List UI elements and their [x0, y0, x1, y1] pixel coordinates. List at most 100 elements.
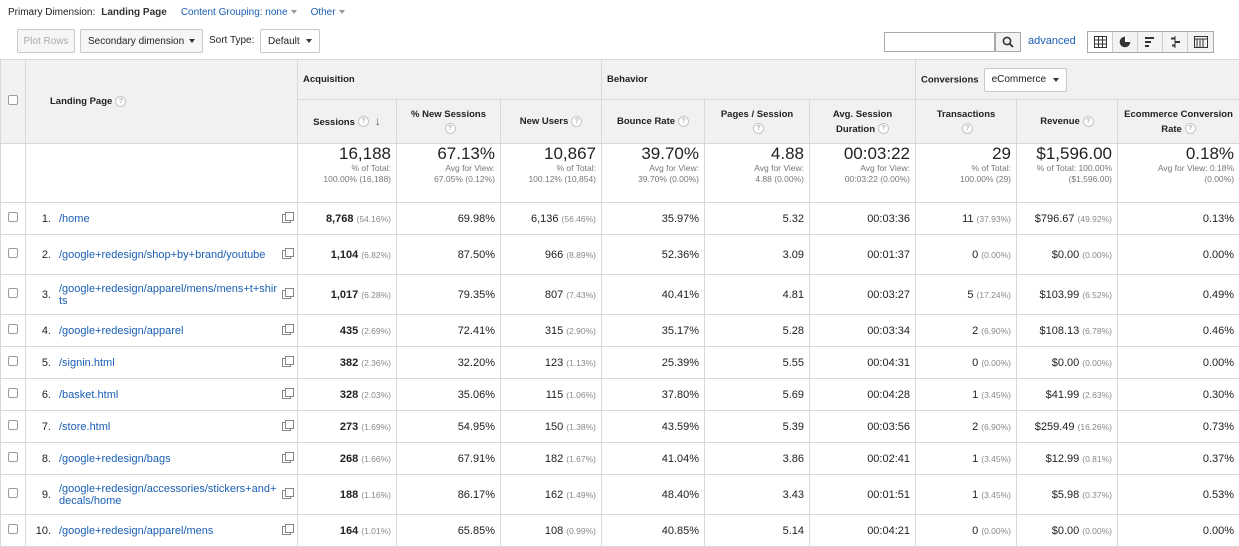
row-checkbox[interactable]	[8, 452, 18, 462]
row-checkbox[interactable]	[8, 248, 18, 258]
pages-per-session-cell: 5.14	[705, 515, 810, 547]
row-checkbox[interactable]	[8, 288, 18, 298]
cell-value: 00:03:27	[867, 289, 910, 301]
transactions-cell: 0(0.00%)	[916, 515, 1017, 547]
row-checkbox[interactable]	[8, 488, 18, 498]
cell-value: 1,104	[331, 249, 359, 261]
landing-page-link[interactable]: /google+redesign/bags	[59, 443, 277, 474]
row-checkbox[interactable]	[8, 420, 18, 430]
search-input[interactable]	[884, 32, 995, 52]
row-checkbox[interactable]	[8, 388, 18, 398]
report-toolbar: Plot Rows Secondary dimension Sort Type:…	[0, 29, 1239, 55]
landing-page-link[interactable]: /google+redesign/apparel/mens	[59, 515, 277, 546]
row-select-cell	[1, 347, 26, 379]
cell-value: $259.49	[1035, 421, 1075, 433]
transactions-header[interactable]: Transactions?	[916, 100, 1017, 144]
performance-view-icon[interactable]	[1138, 32, 1163, 52]
cell-value: 00:03:56	[867, 421, 910, 433]
cell-pct: (0.00%)	[1082, 250, 1112, 260]
help-icon[interactable]: ?	[115, 96, 126, 107]
content-grouping-dropdown[interactable]: Content Grouping: none	[181, 7, 297, 18]
cell-value: 00:04:28	[867, 389, 910, 401]
primary-dimension-landing-page[interactable]: Landing Page	[101, 7, 167, 18]
row-checkbox[interactable]	[8, 324, 18, 334]
bounce-rate-header[interactable]: Bounce Rate?	[602, 100, 705, 144]
external-link-icon[interactable]	[282, 214, 291, 223]
transactions-cell: 2(6.90%)	[916, 411, 1017, 443]
external-link-icon[interactable]	[282, 326, 291, 335]
row-checkbox[interactable]	[8, 212, 18, 222]
secondary-dimension-dropdown[interactable]: Secondary dimension	[80, 29, 203, 53]
total-sub: ($1,596.00)	[1022, 174, 1112, 185]
landing-page-link[interactable]: /google+redesign/shop+by+brand/youtube	[59, 235, 277, 274]
external-link-icon[interactable]	[282, 454, 291, 463]
plot-rows-button[interactable]: Plot Rows	[17, 29, 75, 53]
conversions-goal-dropdown[interactable]: eCommerce	[984, 68, 1067, 92]
external-link-icon[interactable]	[282, 250, 291, 259]
help-icon[interactable]: ?	[962, 123, 973, 134]
pie-view-icon[interactable]	[1113, 32, 1138, 52]
revenue-header[interactable]: Revenue?	[1017, 100, 1118, 144]
external-link-icon[interactable]	[282, 358, 291, 367]
pages-per-session-cell: 5.28	[705, 315, 810, 347]
sessions-header[interactable]: Sessions?↓	[298, 100, 397, 144]
table-view-icon[interactable]	[1088, 32, 1113, 52]
help-icon[interactable]: ?	[445, 123, 456, 134]
total-value: 00:03:22	[815, 144, 910, 163]
landing-page-header[interactable]: Landing Page?	[26, 60, 298, 144]
totals-cell: 39.70%Avg for View:39.70% (0.00%)	[602, 144, 705, 203]
landing-page-link[interactable]: /google+redesign/apparel/mens/mens+t+shi…	[59, 275, 277, 314]
cell-value: 41.04%	[662, 453, 699, 465]
cell-value: 188	[340, 489, 358, 501]
cell-pct: (8.89%)	[566, 250, 596, 260]
row-checkbox[interactable]	[8, 356, 18, 366]
external-link-icon[interactable]	[282, 422, 291, 431]
advanced-filter-link[interactable]: advanced	[1028, 35, 1076, 47]
avg-session-duration-cell: 00:04:28	[810, 379, 916, 411]
cell-value: 25.39%	[662, 357, 699, 369]
help-icon[interactable]: ?	[1083, 116, 1094, 127]
external-link-icon[interactable]	[282, 526, 291, 535]
content-grouping-label: Content Grouping: none	[181, 7, 288, 18]
help-icon[interactable]: ?	[571, 116, 582, 127]
cell-value: 273	[340, 421, 358, 433]
search-button[interactable]	[995, 32, 1021, 52]
landing-page-link[interactable]: /google+redesign/apparel	[59, 315, 277, 346]
landing-page-link[interactable]: /store.html	[59, 411, 277, 442]
external-link-icon[interactable]	[282, 390, 291, 399]
cell-value: 0.00%	[1203, 525, 1234, 537]
cell-pct: (0.00%)	[981, 358, 1011, 368]
ecommerce-conversion-rate-cell: 0.73%	[1118, 411, 1239, 443]
totals-cell: $1,596.00% of Total: 100.00%($1,596.00)	[1017, 144, 1118, 203]
landing-page-link[interactable]: /signin.html	[59, 347, 277, 378]
pages-per-session-header[interactable]: Pages / Session?	[705, 100, 810, 144]
new-sessions-pct-header[interactable]: % New Sessions?	[397, 100, 501, 144]
new-users-header[interactable]: New Users?	[501, 100, 602, 144]
avg-session-duration-header[interactable]: Avg. Session Duration?	[810, 100, 916, 144]
cell-pct: (7.43%)	[566, 290, 596, 300]
landing-page-cell: 2./google+redesign/shop+by+brand/youtube	[26, 235, 298, 275]
external-link-icon[interactable]	[282, 290, 291, 299]
cell-value: 37.80%	[662, 389, 699, 401]
pivot-view-icon[interactable]	[1188, 32, 1213, 52]
cell-pct: (1.38%)	[566, 422, 596, 432]
help-icon[interactable]: ?	[878, 123, 889, 134]
help-icon[interactable]: ?	[358, 116, 369, 127]
sort-type-dropdown[interactable]: Default	[260, 29, 320, 53]
select-all-checkbox[interactable]	[8, 95, 18, 105]
help-icon[interactable]: ?	[753, 123, 764, 134]
help-icon[interactable]: ?	[678, 116, 689, 127]
other-dimension-dropdown[interactable]: Other	[311, 7, 345, 18]
cell-value: 72.41%	[458, 325, 495, 337]
landing-page-link[interactable]: /home	[59, 203, 277, 234]
help-icon[interactable]: ?	[1185, 123, 1196, 134]
column-label: Revenue	[1040, 116, 1080, 127]
comparison-view-icon[interactable]	[1163, 32, 1188, 52]
row-checkbox[interactable]	[8, 524, 18, 534]
external-link-icon[interactable]	[282, 490, 291, 499]
landing-page-link[interactable]: /google+redesign/accessories/stickers+an…	[59, 475, 277, 514]
ecommerce-conversion-rate-header[interactable]: Ecommerce Conversion Rate?	[1118, 100, 1239, 144]
landing-page-link[interactable]: /basket.html	[59, 379, 277, 410]
cell-value: 00:04:21	[867, 525, 910, 537]
